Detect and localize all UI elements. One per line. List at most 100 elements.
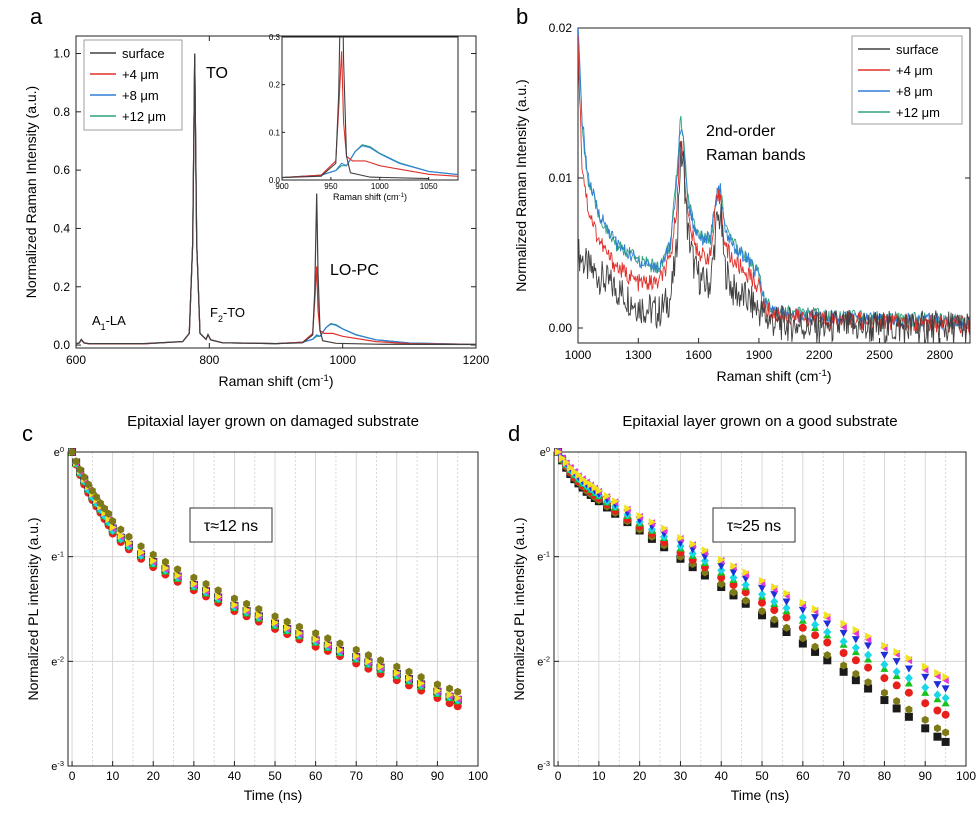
- data-point-c-7: [105, 509, 113, 518]
- data-point-d-1: [864, 678, 872, 687]
- x-tick-label-c: 20: [147, 769, 161, 783]
- data-point-d-7: [689, 540, 697, 549]
- data-point-d-5: [864, 642, 873, 650]
- data-point-d-4: [904, 673, 913, 683]
- data-point-d-5: [880, 651, 889, 660]
- data-point-c-6: [137, 548, 146, 557]
- data-point-d-1: [783, 623, 790, 632]
- data-point-d-1: [758, 607, 766, 616]
- y-tick-label-d: e-2: [537, 654, 550, 669]
- data-point-c-6: [202, 586, 211, 595]
- data-point-d-0: [941, 737, 950, 746]
- data-point-d-5: [941, 685, 950, 693]
- x-axis-label-d: Time (ns): [731, 787, 790, 803]
- y-tick-label-a: 0.4: [53, 221, 70, 235]
- y-tick-label-d: e0: [540, 445, 550, 460]
- data-point-c-7: [271, 612, 279, 621]
- y-tick-label-c: e-1: [51, 549, 64, 564]
- data-point-c-7: [202, 579, 210, 588]
- data-point-d-4: [880, 660, 889, 669]
- data-point-d-7: [852, 625, 860, 634]
- x-axis-label-a: Raman shift (cm-1): [218, 373, 333, 390]
- data-point-d-7: [677, 533, 685, 542]
- data-point-d-0: [892, 704, 901, 713]
- data-point-c-7: [364, 651, 372, 660]
- data-point-c-6: [454, 693, 462, 702]
- data-point-c-7: [84, 480, 92, 489]
- data-point-c-7: [417, 673, 425, 681]
- data-point-d-7: [575, 471, 583, 480]
- y-tick-label-d: e-1: [537, 549, 550, 564]
- x-tick-label-b: 2200: [806, 348, 833, 362]
- data-point-d-2: [729, 580, 738, 589]
- data-point-c-7: [137, 542, 145, 551]
- y-tick-label-b: 0.02: [549, 21, 573, 35]
- y-tick-label-a: 0.0: [53, 338, 70, 352]
- data-point-d-1: [823, 651, 831, 660]
- data-point-c-6: [271, 618, 280, 627]
- y-tick-label-a: 0.6: [53, 163, 70, 177]
- data-point-d-5: [904, 665, 913, 673]
- data-point-d-2: [880, 674, 889, 683]
- data-point-d-7: [567, 463, 575, 472]
- data-point-c-6: [284, 623, 292, 632]
- data-point-d-0: [864, 684, 873, 693]
- data-point-d-7: [624, 504, 632, 513]
- y-axis-label-b: Normalized Raman Intensity (a.u.): [513, 79, 529, 291]
- data-point-d-7: [758, 576, 767, 585]
- y-axis-label-d: Normalized PL intensity (a.u.): [511, 517, 527, 700]
- y-tick-label-d: e-3: [537, 759, 550, 774]
- data-point-d-0: [823, 656, 832, 665]
- data-point-d-0: [933, 732, 942, 741]
- x-tick-label-b: 1600: [685, 348, 712, 362]
- data-point-c-7: [80, 473, 88, 482]
- x-tick-label-b: 1900: [746, 348, 773, 362]
- data-point-d-1: [742, 596, 750, 605]
- data-point-d-7: [824, 611, 832, 620]
- x-tick-label-d: 30: [674, 769, 688, 783]
- data-point-c-7: [283, 617, 291, 626]
- series-line-b-0: [578, 140, 970, 343]
- panel-label-b: b: [516, 4, 528, 29]
- data-point-d-1: [852, 669, 860, 678]
- data-point-d-5: [782, 598, 791, 606]
- data-point-c-6: [117, 531, 125, 540]
- annotation-f2-to: F2-TO: [210, 305, 245, 324]
- data-point-c-7: [336, 639, 344, 648]
- data-point-d-1: [730, 588, 737, 597]
- panel-c: c Epitaxial layer grown on damaged substr…: [22, 413, 488, 803]
- x-tick-label-c: 80: [390, 769, 404, 783]
- data-point-d-0: [839, 667, 848, 676]
- data-point-d-2: [941, 710, 950, 719]
- data-point-d-1: [717, 579, 725, 588]
- plot-frame-d: [553, 451, 967, 767]
- y-tick-label-b: 0.01: [549, 171, 573, 185]
- data-point-d-7: [922, 662, 930, 671]
- data-point-c-6: [377, 662, 385, 671]
- data-point-d-7: [579, 475, 587, 484]
- data-point-c-6: [150, 556, 158, 565]
- data-point-d-3: [904, 679, 913, 687]
- data-point-d-1: [934, 724, 941, 733]
- y-tick-label-a: 0.8: [53, 105, 70, 119]
- inset-frame: [281, 36, 459, 181]
- data-point-c-7: [312, 629, 320, 638]
- x-tick-label-d: 50: [755, 769, 769, 783]
- data-point-d-1: [811, 642, 819, 651]
- data-point-d-0: [811, 647, 820, 656]
- x-tick-label-a: 1000: [329, 353, 356, 367]
- inset-y-tick-label: 0.2: [269, 81, 281, 90]
- data-point-d-1: [799, 634, 807, 643]
- panel-label-a: a: [30, 4, 43, 29]
- data-point-d-4: [758, 589, 767, 599]
- data-point-d-1: [840, 661, 848, 670]
- data-point-d-5: [758, 584, 767, 593]
- data-point-c-6: [365, 657, 373, 666]
- data-point-d-2: [864, 663, 873, 672]
- data-point-d-7: [648, 518, 656, 527]
- data-point-c-6: [243, 606, 251, 615]
- data-point-c-6: [125, 539, 133, 548]
- x-tick-label-c: 70: [350, 769, 364, 783]
- x-tick-label-a: 800: [199, 353, 219, 367]
